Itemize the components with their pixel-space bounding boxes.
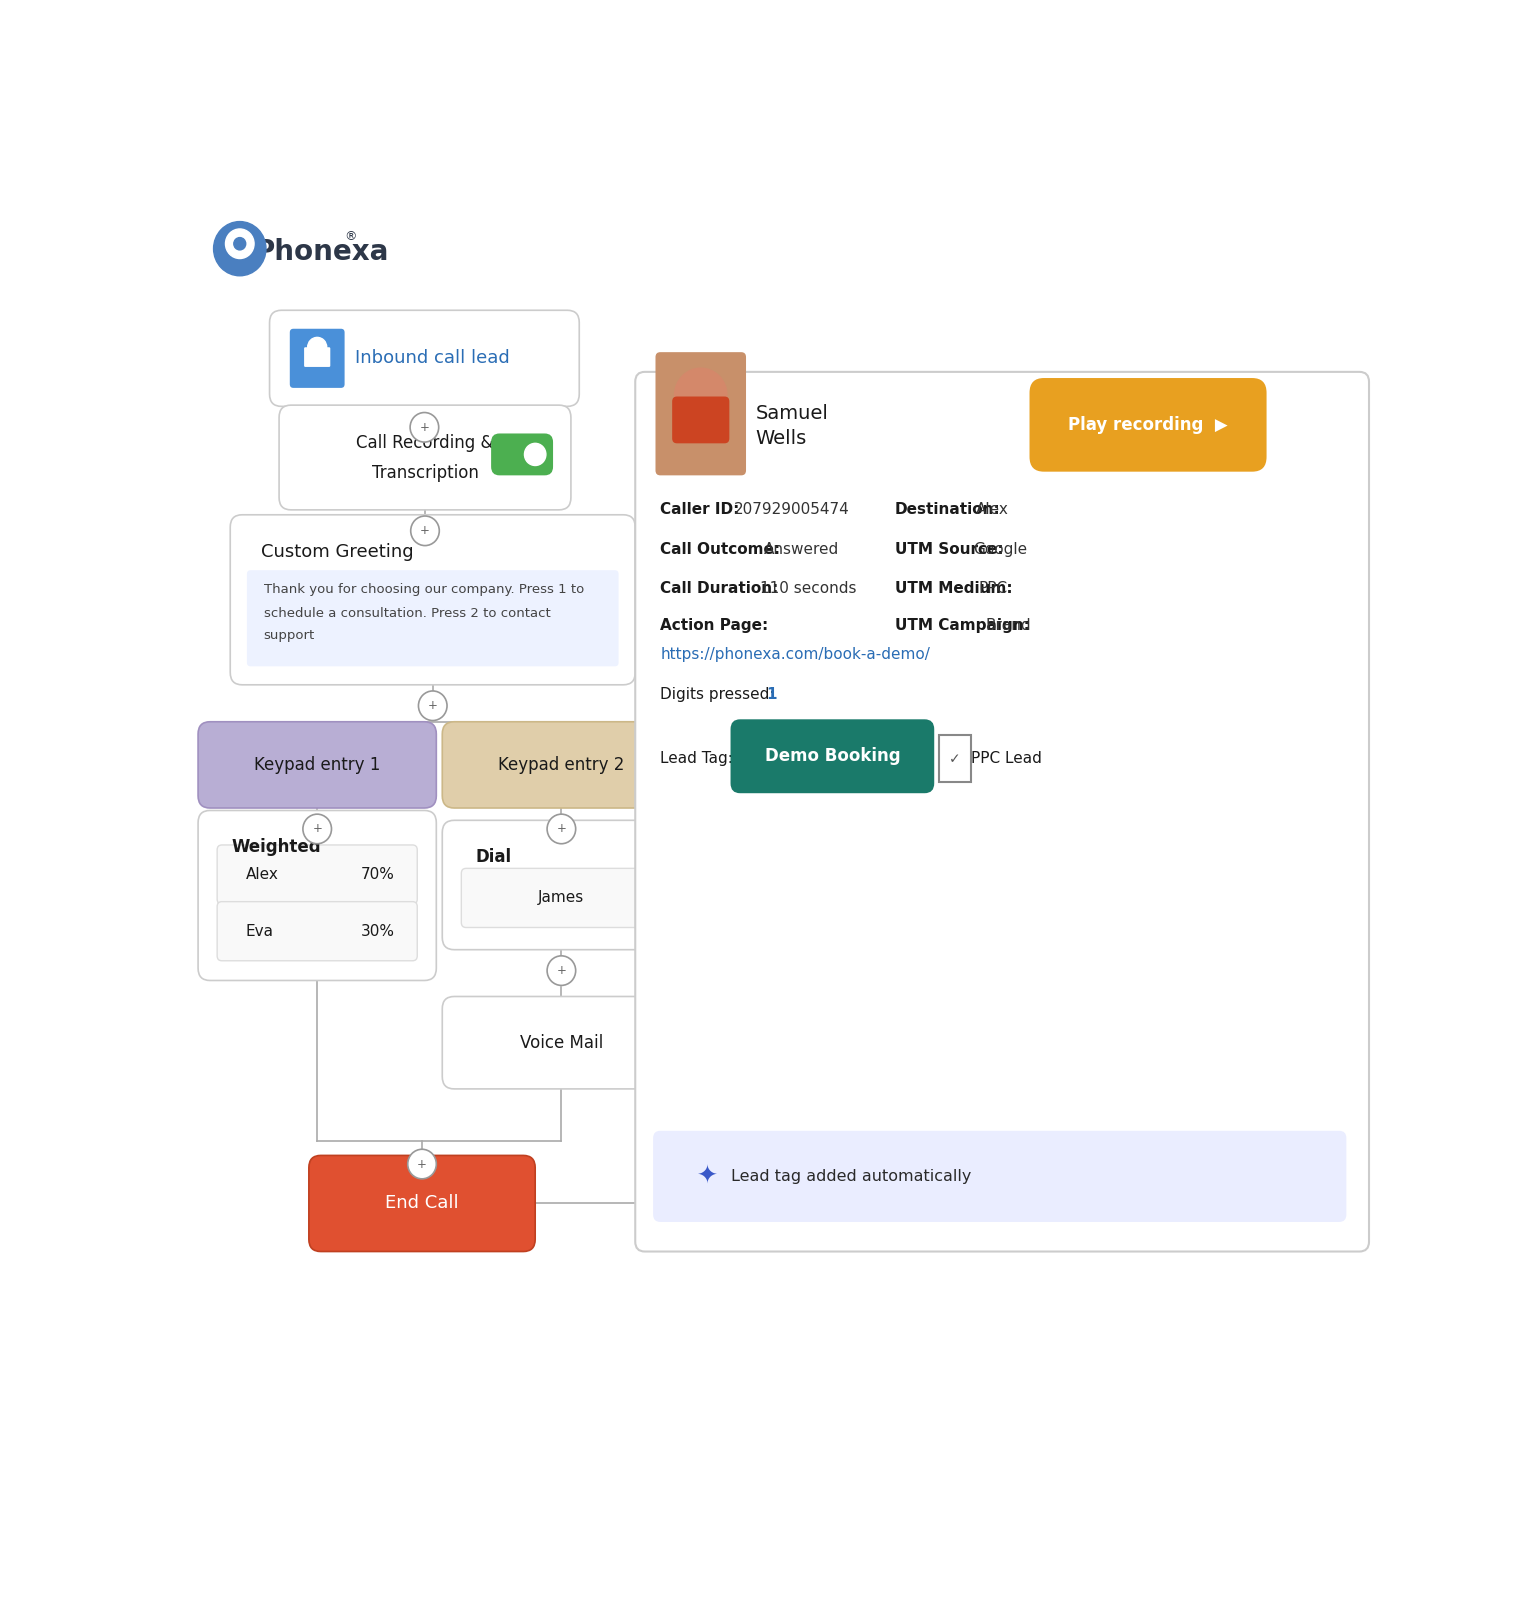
FancyBboxPatch shape (730, 720, 934, 794)
Text: 30%: 30% (361, 923, 395, 939)
FancyBboxPatch shape (443, 821, 681, 950)
FancyBboxPatch shape (231, 515, 635, 685)
FancyBboxPatch shape (304, 347, 330, 366)
Text: +: + (427, 699, 438, 712)
Circle shape (410, 413, 438, 442)
Polygon shape (231, 259, 249, 274)
Text: Caller ID:: Caller ID: (661, 502, 739, 517)
Circle shape (524, 443, 546, 466)
FancyBboxPatch shape (247, 570, 618, 666)
FancyBboxPatch shape (217, 845, 417, 904)
Text: Keypad entry 1: Keypad entry 1 (254, 755, 380, 774)
FancyBboxPatch shape (309, 1155, 535, 1251)
Text: Weighted: Weighted (232, 838, 321, 856)
Text: +: + (312, 822, 323, 835)
Text: Samuel: Samuel (756, 405, 828, 424)
Text: Answered: Answered (764, 542, 839, 557)
Text: +: + (420, 525, 430, 538)
Text: Lead tag added automatically: Lead tag added automatically (730, 1170, 971, 1184)
Text: 70%: 70% (361, 867, 395, 882)
Circle shape (410, 517, 440, 546)
Text: James: James (538, 891, 584, 906)
Text: Brand: Brand (985, 618, 1031, 634)
Text: Call Outcome:: Call Outcome: (661, 542, 781, 557)
Text: Wells: Wells (756, 429, 807, 448)
Text: Alex: Alex (976, 502, 1008, 517)
FancyBboxPatch shape (280, 405, 570, 510)
FancyBboxPatch shape (655, 352, 745, 475)
Text: ®: ® (344, 230, 357, 243)
Text: Play recording  ▶: Play recording ▶ (1068, 416, 1228, 434)
Text: Inbound call lead: Inbound call lead (355, 349, 510, 368)
FancyBboxPatch shape (672, 397, 730, 443)
FancyBboxPatch shape (1030, 378, 1266, 472)
Text: Call Recording &: Call Recording & (357, 434, 493, 453)
FancyBboxPatch shape (198, 722, 437, 808)
Circle shape (234, 237, 246, 250)
Text: schedule a consultation. Press 2 to contact: schedule a consultation. Press 2 to cont… (264, 606, 550, 619)
Text: Demo Booking: Demo Booking (764, 747, 901, 765)
FancyBboxPatch shape (443, 722, 681, 808)
Circle shape (307, 338, 327, 357)
Text: ✦: ✦ (698, 1165, 718, 1189)
Circle shape (303, 814, 332, 843)
Text: Eva: Eva (246, 923, 274, 939)
Text: Alex: Alex (246, 867, 278, 882)
Circle shape (547, 814, 576, 843)
FancyBboxPatch shape (461, 869, 661, 928)
Text: UTM Source:: UTM Source: (895, 542, 1004, 557)
Text: support: support (264, 629, 315, 642)
Text: ✓: ✓ (948, 752, 961, 766)
Text: PPC Lead: PPC Lead (971, 752, 1042, 766)
Text: Voice Mail: Voice Mail (520, 1034, 603, 1051)
Circle shape (407, 1149, 437, 1179)
Text: 110 seconds: 110 seconds (761, 581, 856, 597)
Text: +: + (556, 965, 566, 978)
Text: UTM Campaign:: UTM Campaign: (895, 618, 1030, 634)
Text: Custom Greeting: Custom Greeting (261, 542, 413, 560)
Text: https://phonexa.com/book-a-demo/: https://phonexa.com/book-a-demo/ (661, 646, 930, 661)
Text: +: + (556, 822, 566, 835)
FancyBboxPatch shape (492, 434, 553, 475)
Text: Dial: Dial (475, 848, 512, 866)
Text: Google: Google (973, 542, 1028, 557)
FancyBboxPatch shape (290, 328, 344, 387)
Text: Call Duration:: Call Duration: (661, 581, 779, 597)
Text: Lead Tag:: Lead Tag: (661, 752, 733, 766)
FancyBboxPatch shape (217, 902, 417, 960)
Text: Digits pressed:: Digits pressed: (661, 686, 775, 702)
FancyBboxPatch shape (443, 997, 681, 1090)
Text: Transcription: Transcription (372, 464, 478, 482)
FancyBboxPatch shape (939, 736, 971, 782)
Text: Keypad entry 2: Keypad entry 2 (498, 755, 624, 774)
Text: UTM Medium:: UTM Medium: (895, 581, 1013, 597)
Circle shape (547, 955, 576, 986)
Text: Action Page:: Action Page: (661, 618, 768, 634)
Text: +: + (420, 421, 429, 434)
FancyBboxPatch shape (269, 310, 579, 406)
FancyBboxPatch shape (653, 1131, 1346, 1222)
Text: Destination:: Destination: (895, 502, 1001, 517)
Text: 207929005474: 207929005474 (735, 502, 850, 517)
Circle shape (675, 368, 727, 422)
FancyBboxPatch shape (198, 811, 437, 981)
Circle shape (226, 229, 254, 259)
Text: Phonexa: Phonexa (254, 238, 389, 266)
Circle shape (214, 221, 266, 275)
Text: 1: 1 (767, 686, 776, 702)
Text: PPC: PPC (979, 581, 1007, 597)
Text: End Call: End Call (386, 1195, 460, 1213)
Circle shape (418, 691, 447, 720)
Text: Thank you for choosing our company. Press 1 to: Thank you for choosing our company. Pres… (264, 584, 584, 597)
FancyBboxPatch shape (635, 371, 1369, 1251)
Text: +: + (417, 1157, 427, 1171)
